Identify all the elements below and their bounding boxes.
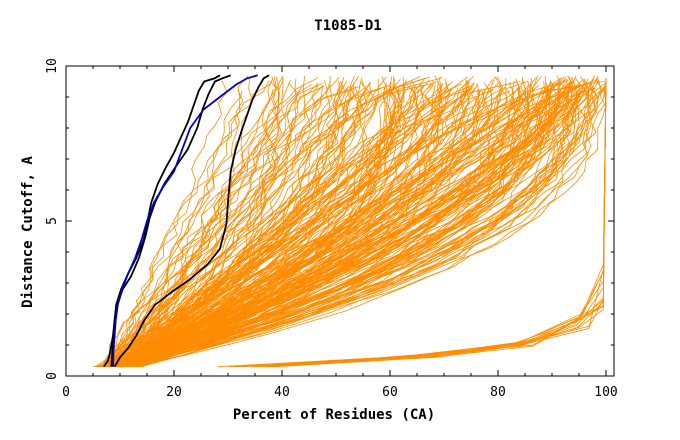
model-curve [123, 82, 551, 368]
model-curve [108, 89, 274, 367]
y-tick-label: 10 [45, 58, 60, 74]
x-tick-label: 100 [594, 385, 617, 400]
y-tick-label: 5 [45, 217, 60, 225]
model-curve [111, 77, 340, 367]
model-curve [130, 86, 521, 368]
model-curve [110, 89, 244, 368]
model-curve [139, 88, 452, 367]
model-curve [126, 76, 504, 368]
model-curve [95, 78, 284, 368]
model-curve [123, 83, 416, 368]
model-curve [111, 85, 325, 367]
model-curve [120, 90, 510, 367]
model-curve [102, 76, 387, 368]
model-curve [124, 84, 436, 368]
series-blue [112, 74, 258, 367]
model-curve [119, 79, 419, 368]
model-curve [117, 90, 574, 367]
model-curve [109, 85, 361, 367]
model-curve [137, 76, 279, 367]
model-curve [102, 78, 299, 368]
model-curve [95, 79, 599, 368]
model-curve [126, 84, 607, 368]
model-curve [128, 82, 563, 368]
y-axis-label: Distance Cutoff, A [20, 156, 36, 308]
model-curve [107, 89, 501, 368]
model-curve [109, 80, 228, 367]
model-curve [141, 89, 581, 368]
model-curve [113, 77, 426, 367]
model-curve [103, 80, 362, 367]
x-tick-label: 60 [382, 385, 398, 400]
model-curve [132, 82, 597, 368]
model-curve [122, 75, 596, 368]
model-curve [130, 78, 515, 368]
model-curve [103, 78, 395, 367]
model-curve [99, 90, 547, 368]
model-curve [140, 83, 588, 368]
orange-model-curves [93, 75, 607, 368]
chart-title: T1085-D1 [314, 18, 381, 34]
model-curve [115, 80, 348, 367]
model-curve [112, 90, 243, 367]
model-curve [233, 78, 607, 368]
model-curve [100, 83, 432, 367]
series-layer [93, 74, 607, 368]
model-curve [108, 78, 561, 368]
model-curve [114, 87, 596, 367]
model-curve [118, 81, 349, 368]
model-curve [110, 76, 392, 368]
model-curve [120, 79, 584, 368]
model-curve [115, 89, 503, 368]
model-curve [106, 90, 532, 368]
model-curve [128, 79, 425, 368]
model-curve [119, 82, 599, 368]
model-curve [137, 87, 459, 367]
model-curve [108, 78, 604, 368]
series-black-3 [113, 74, 270, 368]
x-axis-label: Percent of Residues (CA) [233, 407, 435, 423]
x-tick-label: 40 [274, 385, 290, 400]
model-curve [104, 76, 443, 368]
x-tick-label: 20 [166, 385, 182, 400]
model-curve [113, 78, 589, 368]
model-curve [104, 84, 391, 367]
x-tick-label: 80 [490, 385, 506, 400]
model-curve [122, 89, 444, 368]
model-curve [135, 87, 605, 368]
model-curve [136, 78, 273, 367]
model-curve [136, 75, 249, 367]
model-curve [139, 82, 581, 368]
model-curve [114, 81, 470, 368]
model-curve [110, 81, 565, 368]
y-tick-label: 0 [45, 372, 60, 380]
model-curve [137, 89, 481, 368]
model-curve [126, 87, 490, 368]
model-curve [109, 82, 397, 368]
model-curve [120, 89, 355, 367]
axis-layer: 0 20 40 60 80 100 0 5 10 [45, 58, 618, 400]
series-black-2 [110, 74, 232, 367]
x-tick-label: 0 [62, 385, 70, 400]
model-curve [103, 77, 319, 367]
model-curve [134, 89, 606, 368]
